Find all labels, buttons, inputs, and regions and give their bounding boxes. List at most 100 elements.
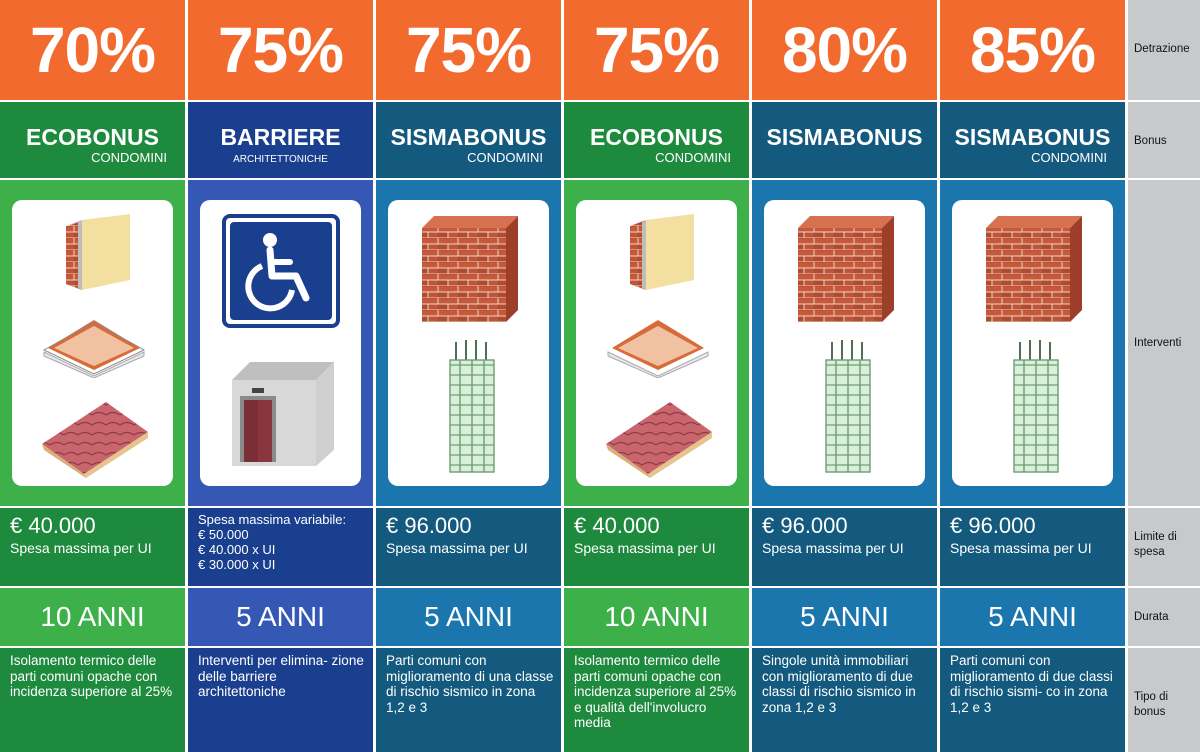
insulated-ceiling-icon (42, 320, 146, 378)
limit-band: € 96.000 Spesa massima per UI (940, 508, 1125, 586)
duration-value: 5 ANNI (424, 601, 513, 632)
bonus-title: BARRIERE (220, 124, 341, 150)
interventions-band (940, 180, 1125, 506)
type-band: Parti comuni con miglioramento di due cl… (940, 648, 1125, 752)
bonus-subtitle: CONDOMINI (467, 150, 543, 165)
row-label-tipo: Tipo di bonus (1134, 691, 1169, 718)
duration-band: 5 ANNI (376, 588, 561, 646)
limit-label: Spesa massima per UI (574, 540, 716, 556)
limit-band: Spesa massima variabile: € 50.000 € 40.0… (188, 508, 373, 586)
insulated-wall-icon (630, 214, 694, 290)
bonus-column-sismabonus-80: 80% SISMABONUS € 96.000 Spesa massima pe… (752, 0, 937, 752)
limit-list: Spesa massima variabile: € 50.000 € 40.0… (198, 512, 346, 572)
limit-item: € 40.000 x UI (198, 542, 276, 557)
limit-band: € 40.000 Spesa massima per UI (564, 508, 749, 586)
interventions-card (388, 200, 549, 486)
duration-band: 10 ANNI (564, 588, 749, 646)
limit-amount: € 96.000 (762, 513, 848, 538)
duration-band: 5 ANNI (940, 588, 1125, 646)
elevator-icon (232, 362, 334, 466)
limit-amount: € 96.000 (386, 513, 472, 538)
bonus-band: ECOBONUS CONDOMINI (564, 102, 749, 178)
bonus-column-sismabonus-85: 85% SISMABONUS CONDOMINI € 96.000 Spesa … (940, 0, 1125, 752)
insulated-roof-icon (42, 402, 148, 478)
limit-band: € 96.000 Spesa massima per UI (376, 508, 561, 586)
reinforced-pillar-icon (449, 340, 495, 473)
bonus-column-ecobonus-70: 70% ECOBONUS CONDOMINI (0, 0, 185, 752)
reinforced-pillar-icon (825, 340, 871, 473)
limit-band: € 40.000 Spesa massima per UI (0, 508, 185, 586)
bonus-band: ECOBONUS CONDOMINI (0, 102, 185, 178)
type-band: Parti comuni con miglioramento di una cl… (376, 648, 561, 752)
row-label-durata: Durata (1134, 611, 1169, 623)
limit-label: Spesa massima per UI (950, 540, 1092, 556)
row-label-detrazione: Detrazione (1134, 43, 1190, 55)
percent-header: 85% (940, 0, 1125, 100)
interventions-band (376, 180, 561, 506)
interventions-card (764, 200, 925, 486)
duration-value: 5 ANNI (800, 601, 889, 632)
divider (1128, 100, 1200, 102)
type-description: Isolamento termico delle parti comuni op… (574, 653, 737, 730)
interventions-card (12, 200, 173, 486)
interventions-card (200, 200, 361, 486)
bonus-band: BARRIERE ARCHITETTONICHE (188, 102, 373, 178)
limit-amount: € 40.000 (574, 513, 660, 538)
percent-header: 75% (376, 0, 561, 100)
bonus-title: ECOBONUS (590, 124, 723, 150)
wheelchair-icon (222, 214, 340, 328)
percent-header: 70% (0, 0, 185, 100)
percent-header: 80% (752, 0, 937, 100)
bonus-column-ecobonus-75: 75% ECOBONUS CONDOMINI € 40.000 Spes (564, 0, 749, 752)
row-label-bonus: Bonus (1134, 135, 1167, 147)
bonus-column-barriere-75: 75% BARRIERE ARCHITETTONICHE (188, 0, 373, 752)
brick-wall-icon (986, 216, 1082, 322)
duration-value: 10 ANNI (40, 601, 145, 632)
bonus-band: SISMABONUS CONDOMINI (940, 102, 1125, 178)
type-description: Parti comuni con miglioramento di una cl… (386, 653, 554, 715)
duration-band: 10 ANNI (0, 588, 185, 646)
divider (1128, 646, 1200, 648)
interventions-band (752, 180, 937, 506)
row-labels-sidebar (1128, 0, 1200, 752)
limit-item: € 30.000 x UI (198, 557, 276, 572)
limit-label: Spesa massima per UI (762, 540, 904, 556)
limit-amount: € 40.000 (10, 513, 96, 538)
bonus-title: ECOBONUS (26, 124, 159, 150)
duration-value: 5 ANNI (988, 601, 1077, 632)
interventions-card (952, 200, 1113, 486)
limit-label: Spesa massima per UI (10, 540, 152, 556)
insulated-wall-icon (66, 214, 130, 290)
interventions-band (564, 180, 749, 506)
divider (1128, 178, 1200, 180)
duration-band: 5 ANNI (188, 588, 373, 646)
type-band: Isolamento termico delle parti comuni op… (564, 648, 749, 752)
brick-wall-icon (798, 216, 894, 322)
type-description: Isolamento termico delle parti comuni op… (10, 653, 173, 699)
type-band: Interventi per elimina- zione delle barr… (188, 648, 373, 752)
bonus-subtitle: CONDOMINI (655, 150, 731, 165)
duration-value: 5 ANNI (236, 601, 325, 632)
insulated-ceiling-icon (607, 320, 709, 378)
duration-band: 5 ANNI (752, 588, 937, 646)
bonus-title: SISMABONUS (390, 124, 547, 150)
bonus-title: SISMABONUS (766, 124, 923, 150)
bonus-column-sismabonus-75: 75% SISMABONUS CONDOMINI € 96.000 Spesa … (376, 0, 561, 752)
row-label-interventi: Interventi (1134, 337, 1182, 349)
duration-value: 10 ANNI (604, 601, 709, 632)
reinforced-pillar-icon (1013, 340, 1059, 473)
type-description: Parti comuni con miglioramento di due cl… (950, 653, 1113, 715)
bonus-subtitle: CONDOMINI (1031, 150, 1107, 165)
bonus-band: SISMABONUS (752, 102, 937, 178)
bonus-band: SISMABONUS CONDOMINI (376, 102, 561, 178)
row-label-limite: Limite di spesa (1134, 531, 1177, 558)
bonus-subtitle: ARCHITETTONICHE (233, 154, 328, 165)
limit-title: Spesa massima variabile: (198, 512, 347, 527)
type-band: Isolamento termico delle parti comuni op… (0, 648, 185, 752)
percent-header: 75% (188, 0, 373, 100)
interventions-band (188, 180, 373, 506)
limit-amount: € 96.000 (950, 513, 1036, 538)
type-band: Singole unità immobiliari con migliorame… (752, 648, 937, 752)
bonus-title: SISMABONUS (954, 124, 1111, 150)
insulated-roof-icon (606, 402, 712, 478)
